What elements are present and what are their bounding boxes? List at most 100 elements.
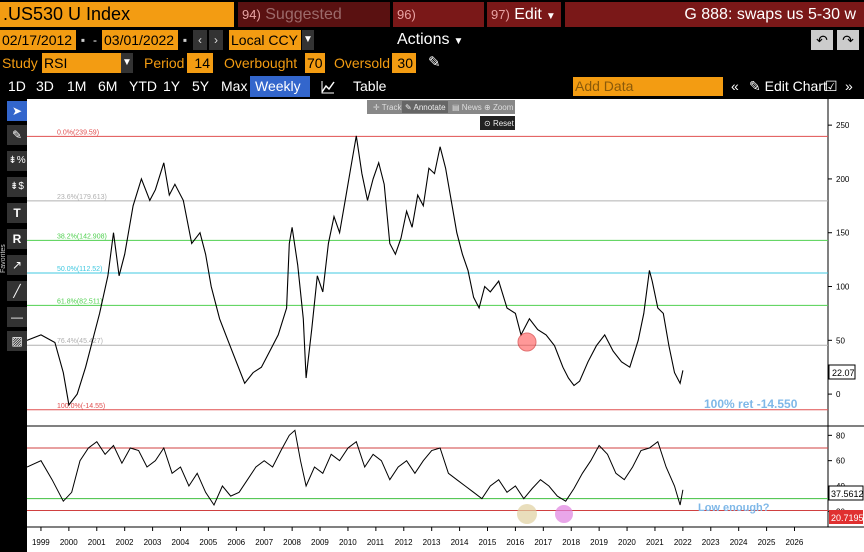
x-tick-label: 2025 <box>758 538 776 547</box>
x-tick-label: 2024 <box>730 538 748 547</box>
period-input[interactable]: 14 <box>187 53 213 73</box>
expand-icon[interactable]: » <box>845 78 853 94</box>
price-series-line <box>26 135 684 407</box>
trendline-icon[interactable]: ↗ <box>7 255 27 275</box>
menu-number: 97) <box>491 7 510 22</box>
period-5y[interactable]: 5Y <box>192 78 210 94</box>
edit-chart-button[interactable]: ✎ Edit Chart <box>744 76 832 97</box>
chart-title: G 888: swaps us 5-30 w <box>565 2 864 27</box>
period-6m[interactable]: 6M <box>98 78 118 94</box>
period-1m[interactable]: 1M <box>67 78 87 94</box>
line-chart-icon[interactable] <box>316 76 340 97</box>
r-annotation-icon[interactable]: R <box>7 229 27 249</box>
text-icon[interactable]: T <box>7 203 27 223</box>
x-tick-label: 2026 <box>786 538 804 547</box>
horizontal-line-icon[interactable]: — <box>7 307 27 327</box>
cursor-icon[interactable]: ➤ <box>7 101 27 121</box>
drawing-toolbar: ➤ ✎ ⇟% ⇟$ T R ↗ ╱ — ▨ <box>7 99 27 351</box>
annotate-highlight <box>402 101 448 113</box>
overbought-label: Overbought <box>224 55 298 71</box>
x-tick-label: 2023 <box>702 538 720 547</box>
track-button[interactable]: ✛ Track <box>373 103 402 112</box>
add-data-input[interactable]: Add Data <box>573 77 723 96</box>
next-arrow-icon[interactable]: › <box>209 30 223 50</box>
last-value-label: 22.07 <box>832 368 855 378</box>
menu-number: 96) <box>397 7 416 22</box>
calendar-icon[interactable]: ▪ <box>180 30 190 50</box>
undo-icon[interactable]: ↶ <box>811 30 833 50</box>
prev-arrow-icon[interactable]: ‹ <box>193 30 207 50</box>
oversold-label: Oversold <box>334 55 391 71</box>
percent-icon[interactable]: ⇟% <box>7 151 27 171</box>
suggested-charts-button[interactable]: 94) Suggested Charts <box>238 2 390 48</box>
reset-button-bg <box>480 116 515 130</box>
period-max[interactable]: Max <box>221 78 248 94</box>
x-tick-label: 2000 <box>60 538 78 547</box>
period-ytd[interactable]: YTD <box>129 78 157 94</box>
x-tick-label: 2012 <box>395 538 413 547</box>
rsi-series-line <box>26 429 684 507</box>
weekly-select[interactable]: Weekly ▼ <box>250 76 310 115</box>
x-tick-label: 2003 <box>144 538 162 547</box>
rsi-secondary-value: 20.7195 <box>831 513 864 523</box>
favorites-label: Favorites <box>0 244 7 273</box>
rsi-y-tick-label: 60 <box>836 457 845 466</box>
pencil-icon[interactable]: ✎ <box>428 54 441 71</box>
rsi-secondary-box <box>829 510 863 524</box>
edit-menu[interactable]: 97) Edit ▼ <box>487 2 561 27</box>
study-bar: Study RSI ▼ Period 14 Overbought 70 Over… <box>0 52 864 74</box>
rsi-y-tick-label: 80 <box>836 431 845 440</box>
chart-svg[interactable]: ✛ Track ✎ Annotate ▤ News ⊕ Zoom ⊙ Reset… <box>26 99 864 552</box>
chevron-down-icon[interactable]: ▼ <box>302 30 314 50</box>
rsi-last-value-box <box>828 485 864 501</box>
security-ticker-field[interactable]: .US530 U Index <box>0 2 234 27</box>
currency-select[interactable]: Local CCY <box>229 30 301 50</box>
x-tick-label: 2004 <box>172 538 190 547</box>
period-1y[interactable]: 1Y <box>163 78 181 94</box>
actions-label: Actions <box>397 31 450 48</box>
end-date-field[interactable]: 03/01/2022 <box>102 30 178 50</box>
channel-icon[interactable]: ▨ <box>7 331 27 351</box>
chart-tool-group: ✛ Track ✎ Annotate ▤ News ⊕ Zoom ⊙ Reset <box>367 100 515 130</box>
ray-icon[interactable]: ╱ <box>7 281 27 301</box>
table-button[interactable]: Table <box>353 78 387 94</box>
annotate-button[interactable]: ✎ Annotate <box>405 103 446 112</box>
x-tick-label: 2021 <box>646 538 664 547</box>
x-tick-label: 2017 <box>534 538 552 547</box>
y-tick-label: 50 <box>836 336 845 345</box>
favorites-tab[interactable]: Favorites <box>0 215 7 275</box>
fib-label: 50.0%(112.52) <box>57 266 102 273</box>
x-tick-label: 2022 <box>674 538 692 547</box>
actions-menu[interactable]: 96) Actions ▼ <box>393 2 484 48</box>
study-select[interactable]: RSI <box>42 53 122 73</box>
period-3d[interactable]: 3D <box>36 78 54 94</box>
news-button[interactable]: ▤ News <box>452 103 482 112</box>
x-tick-label: 2013 <box>423 538 441 547</box>
start-date-field[interactable]: 02/17/2012 <box>0 30 76 50</box>
overbought-input[interactable]: 70 <box>305 53 325 73</box>
edit-chart-label: Edit Chart <box>764 78 827 94</box>
price-y-axis: 0 50 100 150 200 250 <box>828 121 850 399</box>
zoom-button[interactable]: ⊕ Zoom <box>484 103 514 112</box>
x-tick-label: 2011 <box>367 538 385 547</box>
dollar-icon[interactable]: ⇟$ <box>7 177 27 197</box>
highlight-circle <box>517 332 537 352</box>
x-tick-label: 2018 <box>562 538 580 547</box>
calendar-icon[interactable]: ▪ <box>78 30 88 50</box>
chart-area[interactable]: ✛ Track ✎ Annotate ▤ News ⊕ Zoom ⊙ Reset… <box>26 99 864 552</box>
rsi-annotation: Low enough? <box>698 502 770 514</box>
settings-icon[interactable]: ☑ <box>825 78 838 94</box>
weekly-label: Weekly <box>255 78 301 94</box>
redo-icon[interactable]: ↷ <box>837 30 859 50</box>
x-axis: 1999 2000 2001 2002 2003 2004 2005 2006 2007 2008… <box>32 527 804 547</box>
collapse-icon[interactable]: « <box>731 78 739 94</box>
x-tick-label: 2007 <box>255 538 273 547</box>
period-1d[interactable]: 1D <box>8 78 26 94</box>
pen-icon[interactable]: ✎ <box>7 125 27 145</box>
last-value-box <box>828 364 856 380</box>
fibonacci-levels: 0.0%(239.59) 23.6%(179.613) 38.2%(142.908)… <box>27 129 828 411</box>
chevron-down-icon[interactable]: ▼ <box>121 53 133 73</box>
reset-button[interactable]: ⊙ Reset <box>484 119 515 128</box>
rsi-last-value: 37.5612 <box>831 489 864 499</box>
oversold-input[interactable]: 30 <box>392 53 416 73</box>
